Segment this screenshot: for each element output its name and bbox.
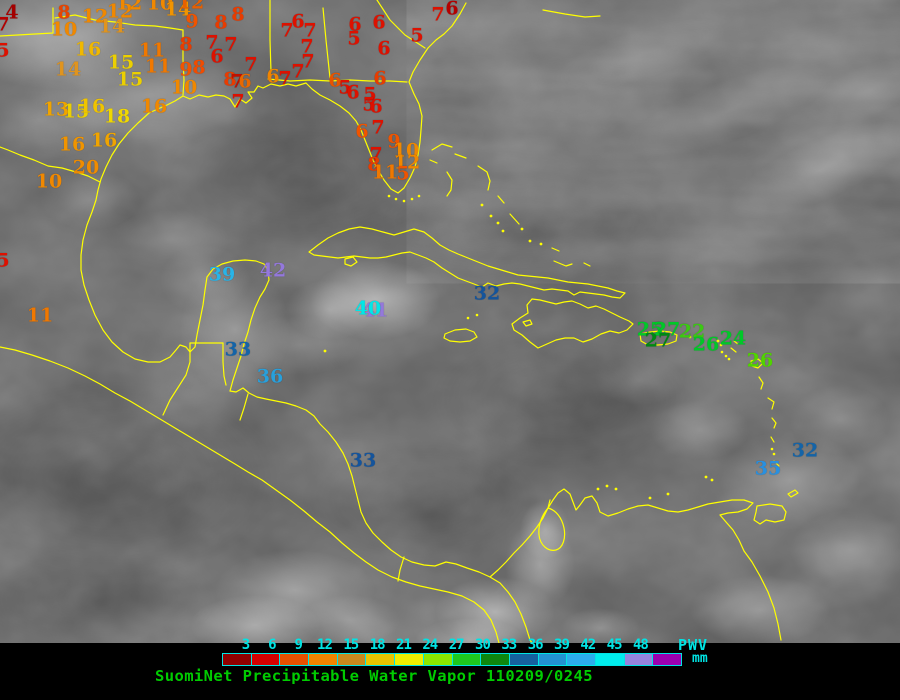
map-title: SuomiNet Precipitable Water Vapor 110209…	[155, 667, 593, 685]
colorbar-segment	[481, 654, 509, 665]
colorbar-segment	[395, 654, 423, 665]
colorbar-segment	[366, 654, 395, 665]
satellite-map-canvas	[0, 0, 900, 643]
colorbar-segment	[423, 654, 452, 665]
colorbar-segment	[337, 654, 366, 665]
colorbar-segment	[452, 654, 481, 665]
colorbar-segment	[309, 654, 337, 665]
colorbar-tick-label: 24	[422, 637, 438, 653]
colorbar-tick-label: 18	[369, 637, 386, 653]
colorbar-segment	[538, 654, 567, 665]
colorbar-segment	[509, 654, 538, 665]
colorbar-segment	[280, 654, 309, 665]
colorbar-tick-row: 3 6 9 12 15 18 21 24 27 30 33 36 39 42 45 48	[0, 637, 900, 657]
colorbar-tick-label: 3	[241, 637, 251, 653]
colorbar-tick-label: 27	[448, 637, 465, 653]
pwv-colorbar	[222, 653, 682, 666]
colorbar-segment	[567, 654, 595, 665]
coastline-layer	[0, 0, 799, 643]
colorbar-tick-label: 21	[396, 637, 412, 653]
islet-dots-layer	[323, 194, 776, 500]
colorbar-segment	[653, 654, 681, 665]
colorbar-tick-label: 30	[475, 637, 491, 653]
colorbar-tick-label: 12	[317, 637, 333, 653]
colorbar-tick-label: 9	[294, 637, 303, 653]
colorbar-tick-label: 36	[527, 637, 544, 653]
colorbar-segment	[251, 654, 280, 665]
colorbar-tick-label: 33	[501, 637, 517, 653]
colorbar-tick-label: 45	[606, 637, 623, 653]
colorbar-tick-label: 42	[580, 637, 596, 653]
colorbar-tick-label: 48	[633, 637, 649, 653]
pwv-unit-label: PWV	[678, 636, 709, 654]
colorbar-tick-label: 39	[554, 637, 570, 653]
colorbar-tick-label: 6	[268, 637, 277, 653]
cloud-background	[0, 0, 900, 643]
pwv-unit-mm: mm	[692, 651, 708, 666]
colorbar-segment	[595, 654, 624, 665]
legend-band: 3 6 9 12 15 18 21 24 27 30 33 36 39 42 45 48 PWV mm Suo…	[0, 636, 900, 700]
colorbar-tick-label: 15	[343, 637, 359, 653]
colorbar-segment	[624, 654, 653, 665]
colorbar-segment	[223, 654, 251, 665]
